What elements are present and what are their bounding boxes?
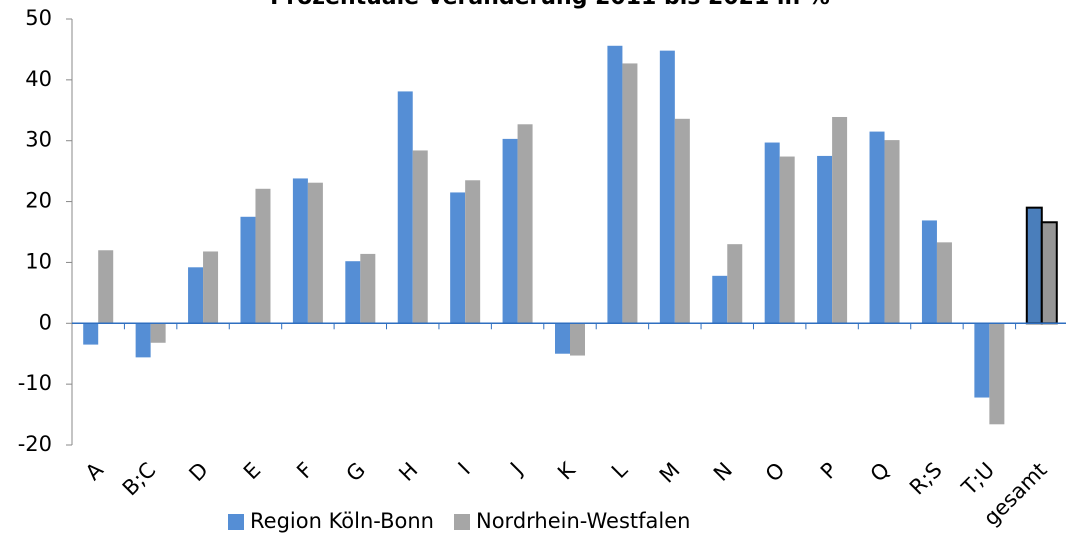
x-tick-label: T;U [957, 458, 1000, 501]
x-tick-label: H [394, 458, 422, 486]
bar [1040, 221, 1058, 325]
y-tick-label: 10 [25, 249, 52, 273]
x-tick-label: Q [866, 458, 895, 487]
legend-swatch [228, 514, 244, 530]
bar [307, 182, 323, 324]
bar [345, 261, 361, 324]
x-tick-label: G [342, 458, 370, 486]
bar [502, 138, 518, 324]
x-tick-label: F [292, 458, 318, 484]
legend-label: Region Köln-Bonn [250, 509, 434, 533]
bar [832, 116, 848, 324]
y-tick-label: 50 [25, 6, 52, 30]
bar [727, 244, 743, 324]
y-tick-label: -10 [18, 371, 52, 395]
bar [712, 275, 728, 324]
x-tick-label: A [81, 457, 109, 485]
x-tick-label: N [709, 458, 737, 486]
bar [135, 323, 151, 358]
bar [936, 242, 952, 324]
legend-swatch [454, 514, 470, 530]
bar [674, 118, 690, 324]
bar [292, 178, 308, 324]
bar [240, 216, 256, 324]
bar [98, 250, 114, 324]
bar [659, 50, 675, 324]
bar [869, 131, 885, 324]
x-tick-label: I [454, 458, 475, 479]
bar [412, 150, 428, 324]
bar [255, 188, 271, 324]
x-tick-label: M [655, 458, 685, 488]
x-tick-label: D [184, 458, 212, 486]
bar [188, 267, 204, 324]
x-tick-label: J [505, 458, 528, 481]
x-tick-label: O [761, 458, 790, 487]
bar [203, 251, 219, 324]
bar [622, 63, 638, 324]
bar [150, 323, 166, 343]
x-tick-label: E [239, 458, 265, 484]
bar [555, 323, 570, 354]
bar [360, 253, 376, 324]
y-tick-label: 30 [25, 128, 52, 152]
bar [607, 45, 623, 324]
y-tick-label: 40 [25, 67, 52, 91]
x-tick-label: K [553, 457, 581, 485]
chart-title: Prozentuale Veränderung 2011 bis 2021 in… [270, 0, 830, 10]
bar [570, 323, 585, 356]
x-tick-label: B;C [118, 458, 161, 501]
bar [989, 323, 1005, 425]
bar [817, 155, 833, 324]
bar [450, 192, 466, 324]
y-tick-label: -20 [18, 432, 52, 456]
y-tick-label: 0 [39, 310, 52, 334]
bar [465, 180, 481, 324]
legend-label: Nordrhein-Westfalen [476, 509, 690, 533]
x-tick-label: L [607, 458, 632, 483]
y-tick-label: 20 [25, 189, 52, 213]
bar [884, 140, 900, 324]
bar [517, 124, 533, 324]
x-tick-label: P [816, 458, 842, 484]
bar [974, 323, 990, 398]
bar [764, 142, 780, 324]
bar [921, 220, 937, 324]
bar [779, 156, 795, 324]
bar [397, 91, 413, 324]
x-tick-label: R;S [905, 458, 947, 500]
bar [83, 323, 99, 345]
bar [1025, 206, 1043, 325]
